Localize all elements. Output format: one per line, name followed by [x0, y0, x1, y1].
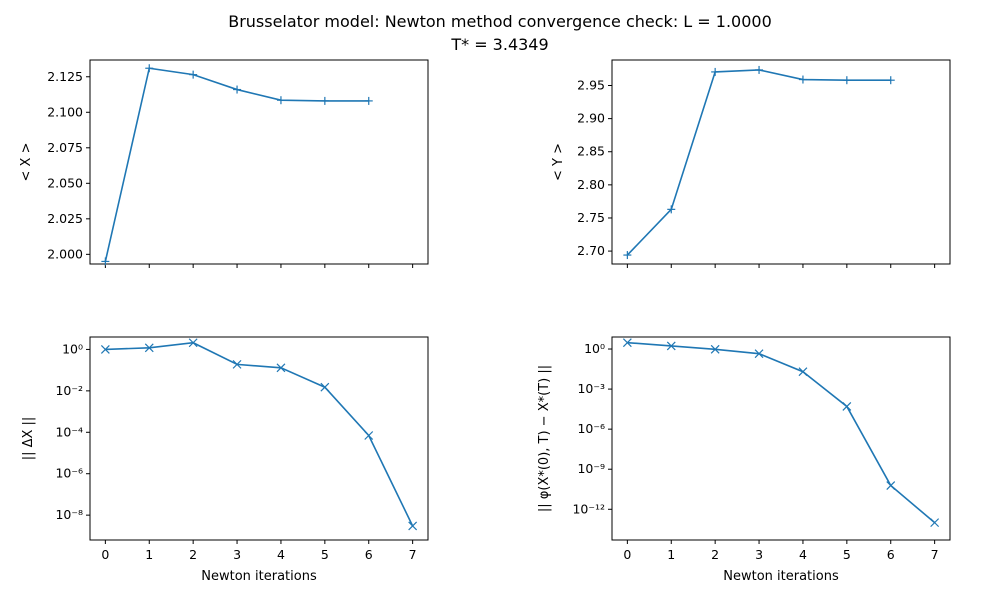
- data-point-marker: [798, 367, 808, 377]
- data-point-marker: [233, 85, 242, 94]
- data-point-marker: [320, 96, 329, 105]
- series-line: [626, 69, 891, 256]
- data-point-marker: [188, 338, 198, 348]
- x-tick-label: 1: [145, 547, 153, 562]
- y-axis-label: < X >: [19, 143, 34, 182]
- plot-frame: [89, 336, 429, 541]
- y-tick-label: 2.050: [47, 175, 83, 190]
- y-tick-label: 10⁻⁶: [55, 466, 83, 481]
- series-line: [627, 341, 936, 524]
- data-point-marker: [623, 251, 632, 260]
- data-point-marker: [232, 359, 242, 369]
- y-axis-label: || ΔX ||: [21, 417, 36, 461]
- plot-frame: [611, 336, 951, 541]
- x-tick-label: 7: [409, 547, 417, 562]
- data-point-marker: [886, 76, 895, 85]
- y-tick-label: 2.85: [577, 144, 605, 159]
- data-point-marker: [408, 521, 418, 531]
- data-point-marker: [276, 96, 285, 105]
- x-axis-label: Newton iterations: [201, 569, 317, 584]
- y-tick-label: 10⁻³: [577, 381, 605, 396]
- y-axis-label: || φ(X*(0), T) − X*(T) ||: [537, 365, 552, 512]
- y-tick-label: 2.70: [577, 243, 605, 258]
- y-axis-label: < Y >: [551, 143, 566, 181]
- x-tick-label: 2: [711, 547, 719, 562]
- x-axis-label: Newton iterations: [723, 569, 839, 584]
- y-tick-label: 2.90: [577, 111, 605, 126]
- y-tick-label: 2.95: [577, 78, 605, 93]
- data-point-marker: [754, 349, 764, 359]
- data-point-marker: [711, 67, 720, 76]
- figure-title-line1: Brusselator model: Newton method converg…: [228, 12, 772, 31]
- data-point-marker: [276, 363, 286, 373]
- figure-title-line2: T* = 3.4349: [450, 35, 548, 54]
- y-tick-label: 10⁰: [584, 341, 605, 356]
- data-point-marker: [364, 96, 373, 105]
- y-tick-label: 2.100: [47, 104, 83, 119]
- y-tick-label: 10⁻⁴: [55, 424, 83, 439]
- x-tick-label: 4: [277, 547, 285, 562]
- y-tick-label: 2.125: [47, 69, 83, 84]
- data-point-marker: [930, 518, 940, 528]
- data-point-marker: [145, 64, 154, 73]
- data-point-marker: [666, 341, 676, 351]
- data-point-marker: [710, 344, 720, 354]
- panel-periodicity-residual: 0 1 2 3 4 5 6 7 10⁰ 10⁻³ 10⁻⁶ 10⁻⁹ 10⁻¹² || φ(X*(0), …: [537, 336, 951, 584]
- x-tick-label: 5: [843, 547, 851, 562]
- data-point-marker: [842, 76, 851, 85]
- x-tick-label: 3: [233, 547, 241, 562]
- panel-delta-x-norm: 0 1 2 3 4 5 6 7 10⁰ 10⁻² 10⁻⁴ 10⁻⁶ 10⁻⁸ || ΔX || Newto…: [21, 336, 429, 584]
- y-tick-label: 2.025: [47, 211, 83, 226]
- data-point-marker: [798, 75, 807, 84]
- data-point-marker: [144, 343, 154, 353]
- y-tick-label: 2.075: [47, 140, 83, 155]
- data-point-marker: [842, 402, 852, 411]
- x-tick-label: 6: [365, 547, 373, 562]
- y-tick-label: 2.000: [47, 246, 83, 261]
- data-point-marker: [667, 205, 676, 214]
- plot-frame: [89, 59, 429, 265]
- y-tick-label: 10⁻⁶: [577, 421, 605, 436]
- series-line: [104, 67, 369, 262]
- data-point-marker: [320, 382, 330, 392]
- data-point-marker: [886, 481, 896, 490]
- data-point-marker: [189, 70, 198, 79]
- y-tick-label: 10⁻²: [55, 383, 83, 398]
- x-tick-label: 0: [101, 547, 109, 562]
- plot-frame: [611, 59, 951, 265]
- data-point-marker: [100, 345, 110, 354]
- x-tick-label: 6: [887, 547, 895, 562]
- y-tick-label: 2.80: [577, 177, 605, 192]
- panel-y-mean: 2.70 2.75 2.80 2.85 2.90 2.95 < Y >: [551, 59, 951, 268]
- data-point-marker: [364, 431, 374, 440]
- x-tick-label: 5: [321, 547, 329, 562]
- panel-x-mean: 2.000 2.025 2.050 2.075 2.100 2.125 < X >: [19, 59, 429, 268]
- y-tick-label: 10⁰: [62, 341, 83, 356]
- data-point-marker: [755, 65, 764, 74]
- x-tick-label: 1: [667, 547, 675, 562]
- y-tick-label: 10⁻¹²: [572, 501, 605, 516]
- x-tick-label: 0: [623, 547, 631, 562]
- series-line: [105, 341, 414, 527]
- data-point-marker: [101, 257, 110, 266]
- y-tick-label: 2.75: [577, 210, 605, 225]
- x-tick-label: 7: [931, 547, 939, 562]
- y-tick-label: 10⁻⁹: [577, 461, 605, 476]
- x-tick-label: 3: [755, 547, 763, 562]
- y-tick-label: 10⁻⁸: [55, 507, 83, 522]
- x-tick-label: 2: [189, 547, 197, 562]
- x-tick-label: 4: [799, 547, 807, 562]
- data-point-marker: [622, 338, 632, 348]
